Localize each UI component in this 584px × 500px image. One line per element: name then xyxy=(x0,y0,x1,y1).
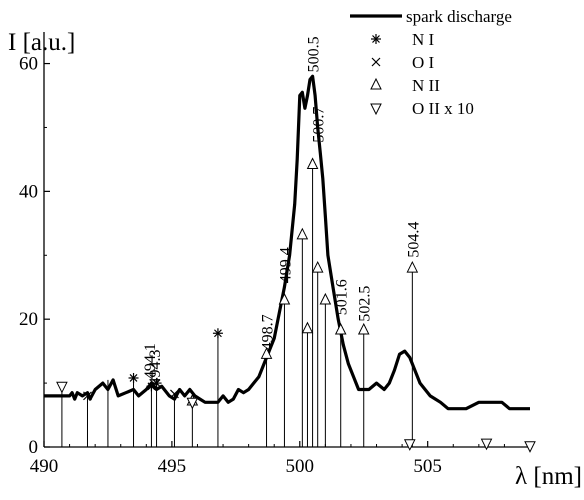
axis-labels-group: I [a.u.] λ [nm] xyxy=(8,29,582,490)
legend-label: N II xyxy=(412,76,440,95)
marker-stroke xyxy=(170,389,179,399)
marker-stroke xyxy=(83,391,92,401)
x-tick-label: 500 xyxy=(286,456,315,477)
y-tick-label: 0 xyxy=(29,437,39,458)
o-ii-marker xyxy=(56,381,68,394)
o-i-marker xyxy=(83,391,92,401)
n-ii-marker xyxy=(278,292,291,305)
wavelength-annotation: 494.3 xyxy=(147,349,164,385)
n-i-marker xyxy=(212,328,223,339)
n-ii-marker xyxy=(319,292,332,305)
legend-label: O I xyxy=(412,53,435,72)
y-tick-label: 40 xyxy=(19,181,38,202)
marker-stroke xyxy=(371,57,381,67)
y-tick-label: 20 xyxy=(19,309,38,330)
n-ii-marker xyxy=(334,322,347,335)
legend-label: spark discharge xyxy=(406,7,512,26)
n-ii-marker xyxy=(301,321,314,334)
wavelength-annotation: 501.6 xyxy=(334,279,351,315)
legend-asterisk-symbol xyxy=(371,34,381,44)
markers-group xyxy=(56,157,536,453)
x-tick-label: 490 xyxy=(30,456,59,477)
o-ii-marker xyxy=(524,441,536,453)
marker-stroke xyxy=(147,382,156,391)
wavelength-annotation: 498.7 xyxy=(260,314,277,350)
wavelength-annotation: 499.4 xyxy=(277,247,294,283)
axes-group xyxy=(43,32,530,448)
marker-stroke xyxy=(129,374,138,382)
legend-label: N I xyxy=(412,30,435,49)
legend-triangle-down-symbol xyxy=(370,103,382,116)
wavelength-annotation: 504.4 xyxy=(405,222,422,258)
wavelength-annotation: 494.1 xyxy=(142,343,159,379)
n-ii-marker xyxy=(306,157,319,170)
x-tick-label: 495 xyxy=(158,456,187,477)
marker-stroke xyxy=(152,379,161,388)
o-ii-marker xyxy=(480,438,493,451)
ticks-group: 490 495 500 505 0 20 40 60 xyxy=(19,54,505,477)
x-tick-label: 505 xyxy=(413,456,442,477)
o-ii-marker xyxy=(403,439,416,451)
y-tick-label: 60 xyxy=(19,54,38,75)
marker-stroke xyxy=(372,35,380,43)
wavelength-annotation: 500.5 xyxy=(306,36,323,72)
o-i-marker xyxy=(170,389,179,399)
x-axis-title: λ [nm] xyxy=(515,463,582,490)
legend-cross-symbol xyxy=(371,57,381,67)
n-ii-marker xyxy=(296,227,309,240)
wavelength-annotation: 502.5 xyxy=(357,286,374,322)
spectrum-line xyxy=(44,74,530,411)
spectrum-curve-group xyxy=(44,74,530,411)
n-ii-marker xyxy=(357,322,370,335)
n-ii-marker xyxy=(311,260,324,273)
legend-triangle-up-symbol xyxy=(370,77,382,90)
wavelength-annotation: 500.7 xyxy=(311,107,328,143)
n-ii-marker xyxy=(260,347,273,359)
n-i-marker xyxy=(128,372,139,383)
n-i-marker xyxy=(151,378,162,389)
n-ii-marker xyxy=(406,260,419,273)
n-i-marker xyxy=(146,381,157,392)
o-ii-marker xyxy=(186,397,199,410)
legend-group: spark discharge N I O I N II O II x 10 xyxy=(350,7,512,118)
y-axis-title: I [a.u.] xyxy=(8,29,75,56)
marker-stroke xyxy=(214,329,222,338)
legend-label: O II x 10 xyxy=(412,99,474,118)
